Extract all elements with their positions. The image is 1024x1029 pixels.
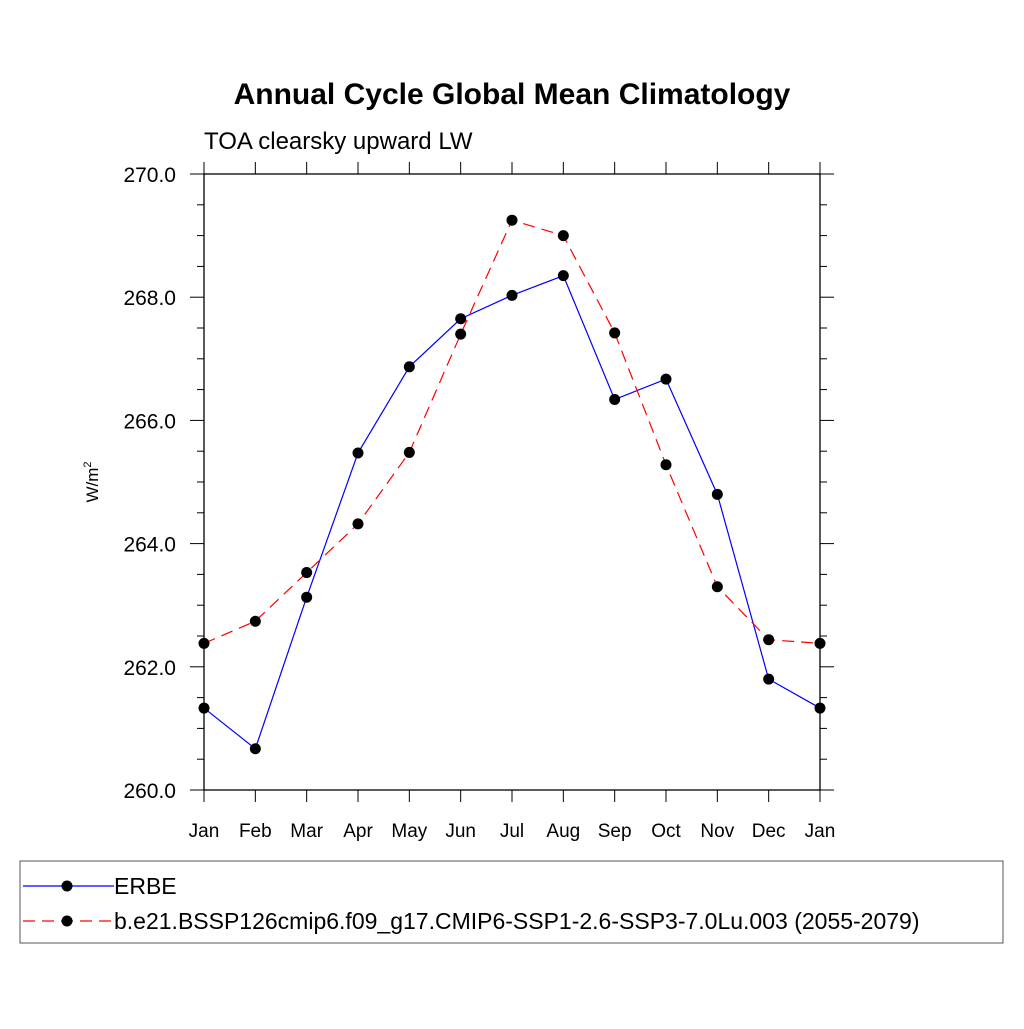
x-tick-label: Mar — [290, 821, 323, 842]
y-axis-label-superscript: 2 — [82, 461, 94, 467]
x-tick-label: Apr — [343, 821, 373, 842]
legend-marker-1 — [61, 880, 73, 892]
y-tick-label: 268.0 — [123, 287, 176, 310]
data-point-series-1 — [301, 591, 313, 603]
data-point-series-2 — [249, 615, 261, 627]
data-point-series-2 — [609, 327, 621, 339]
data-point-series-1 — [352, 447, 364, 459]
chart-title: Annual Cycle Global Mean Climatology — [234, 78, 791, 111]
data-point-series-1 — [249, 743, 261, 755]
data-point-series-2 — [557, 230, 569, 242]
data-point-series-1 — [506, 289, 518, 301]
data-point-series-2 — [455, 328, 467, 340]
chart-subtitle: TOA clearsky upward LW — [204, 128, 473, 155]
data-point-series-2 — [763, 634, 775, 646]
x-tick-label: Nov — [700, 821, 734, 842]
plot-area: Jan Feb Mar Apr May Jun Jul Aug Sep Oct Nov Dec Jan 2… — [123, 162, 835, 842]
x-tick-label: Jan — [189, 821, 220, 842]
y-tick-label: 270.0 — [123, 164, 176, 187]
y-tick-label: 260.0 — [123, 780, 176, 803]
data-point-series-2 — [814, 637, 826, 649]
plot-frame — [203, 173, 821, 791]
x-tick-label: Aug — [546, 821, 580, 842]
y-tick-label: 264.0 — [123, 534, 176, 557]
data-point-series-1 — [660, 373, 672, 385]
data-point-series-1 — [814, 702, 826, 714]
data-point-series-2 — [403, 446, 415, 458]
y-axis-label: W/m2 — [82, 461, 102, 502]
data-point-series-2 — [352, 518, 364, 530]
data-point-series-2 — [301, 567, 313, 579]
legend-label-1: ERBE — [114, 873, 177, 899]
x-tick-label: Feb — [239, 821, 272, 842]
x-tick-label: Jan — [805, 821, 836, 842]
x-tick-label: Dec — [752, 821, 786, 842]
x-tick-label: Oct — [651, 821, 681, 842]
data-point-series-1 — [455, 313, 467, 325]
data-point-series-1 — [403, 361, 415, 373]
data-point-series-1 — [198, 702, 210, 714]
x-tick-label: Jun — [445, 821, 476, 842]
data-point-series-2 — [660, 459, 672, 471]
y-tick-label: 266.0 — [123, 410, 176, 433]
x-tick-label: May — [391, 821, 427, 842]
data-point-series-1 — [557, 270, 569, 282]
series-line-1 — [203, 274, 821, 750]
x-tick-label: Sep — [598, 821, 632, 842]
data-point-series-1 — [609, 393, 621, 405]
data-point-series-1 — [711, 488, 723, 500]
legend-label-2: b.e21.BSSP126cmip6.f09_g17.CMIP6-SSP1-2.… — [114, 908, 920, 934]
y-axis-label-text: W/m — [83, 468, 102, 503]
legend: ERBE b.e21.BSSP126cmip6.f09_g17.CMIP6-SSP… — [19, 860, 1004, 944]
legend-box — [19, 860, 1004, 944]
data-point-series-2 — [506, 214, 518, 226]
series-line-2 — [203, 219, 821, 644]
legend-marker-2 — [61, 915, 73, 927]
y-tick-label: 262.0 — [123, 657, 176, 680]
data-point-series-2 — [711, 581, 723, 593]
data-point-series-2 — [198, 637, 210, 649]
x-tick-label: Jul — [500, 821, 524, 842]
data-point-series-1 — [763, 673, 775, 685]
